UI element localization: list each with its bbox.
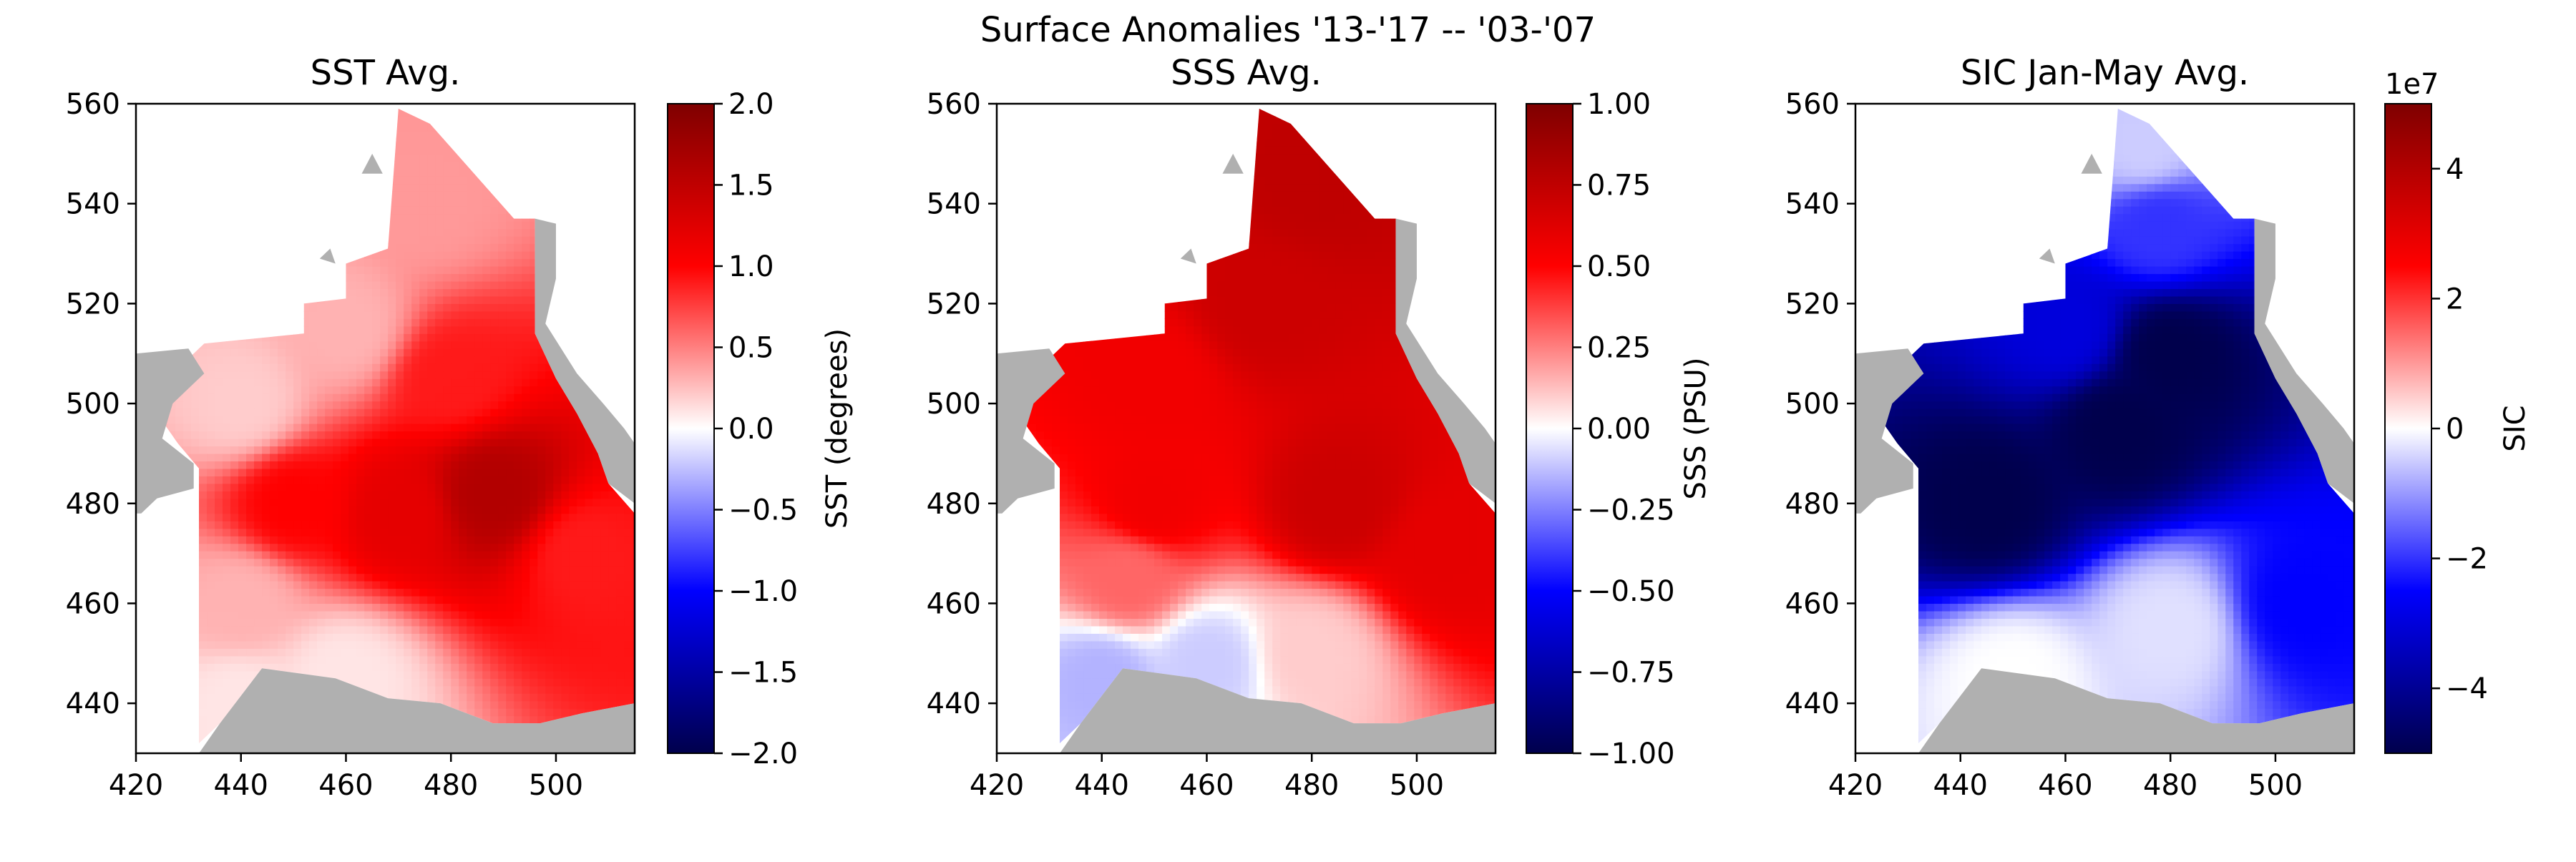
- panel-1: SST Avg. 420 440 460 480 500 440 460 480 500 520 54…: [66, 53, 854, 802]
- x-tick-label: 460: [318, 769, 373, 802]
- colorbar-tick-label: 1.00: [1587, 88, 1651, 121]
- x-tick-label: 480: [1284, 769, 1339, 802]
- x-tick-label: 440: [214, 769, 268, 802]
- x-tick-label: 460: [1179, 769, 1234, 802]
- colorbar-tick-label: −2: [2446, 543, 2488, 576]
- figure-title: Surface Anomalies '13-'17 -- '03-'07: [980, 10, 1596, 50]
- land-mass: [1181, 249, 1196, 264]
- y-tick-label: 440: [927, 687, 981, 720]
- colorbar-tick-label: 2: [2446, 283, 2464, 315]
- y-tick-label: 440: [1785, 687, 1840, 720]
- y-tick-label: 440: [66, 687, 120, 720]
- y-tick-label: 460: [66, 587, 120, 620]
- y-tick-label: 540: [1785, 188, 1840, 221]
- colorbar-label: SIC: [2499, 405, 2532, 451]
- x-tick-label: 460: [2038, 769, 2092, 802]
- y-tick-label: 560: [1785, 88, 1840, 121]
- x-tick-label: 420: [1828, 769, 1883, 802]
- y-tick-label: 480: [1785, 488, 1840, 521]
- y-tick-label: 520: [927, 288, 981, 320]
- y-tick-label: 480: [927, 488, 981, 521]
- land-mass: [361, 154, 382, 174]
- heatmap-field: [1855, 102, 2360, 754]
- colorbar-offset-label: 1e7: [2385, 68, 2439, 101]
- colorbar-tick-label: 0.25: [1587, 332, 1651, 365]
- colorbar-tick-label: −0.5: [728, 494, 798, 527]
- colorbar-tick-label: 2.0: [728, 88, 774, 121]
- y-tick-label: 560: [66, 88, 120, 121]
- y-tick-label: 500: [927, 388, 981, 421]
- colorbar-tick-label: 0.5: [728, 332, 774, 365]
- colorbar-tick-label: −1.00: [1587, 738, 1675, 770]
- colorbar-tick-label: 1.0: [728, 250, 774, 283]
- colorbar-tick-label: −2.0: [728, 738, 798, 770]
- panel-title: SST Avg.: [311, 53, 461, 93]
- heatmap-field: [997, 102, 1501, 754]
- colorbar: [2385, 104, 2431, 753]
- x-tick-label: 480: [424, 769, 478, 802]
- x-tick-label: 480: [2143, 769, 2197, 802]
- colorbar-tick-label: 0.50: [1587, 250, 1651, 283]
- colorbar-tick-label: 0.0: [728, 413, 774, 446]
- colorbar-tick-label: −0.50: [1587, 575, 1675, 608]
- x-tick-label: 420: [109, 769, 163, 802]
- land-mass: [2081, 154, 2102, 174]
- colorbar-tick-label: −4: [2446, 672, 2488, 705]
- y-tick-label: 560: [927, 88, 981, 121]
- y-tick-label: 460: [927, 587, 981, 620]
- land-mass: [1222, 154, 1243, 174]
- x-tick-label: 420: [970, 769, 1024, 802]
- panel-title: SSS Avg.: [1171, 53, 1322, 93]
- land-mass: [2039, 249, 2055, 264]
- panel-title: SIC Jan-May Avg.: [1961, 53, 2249, 93]
- colorbar-tick-label: −1.0: [728, 575, 798, 608]
- colorbar-label: SSS (PSU): [1679, 358, 1712, 500]
- land-mass: [320, 249, 336, 264]
- colorbar: [668, 104, 714, 753]
- colorbar-tick-label: −0.75: [1587, 657, 1675, 690]
- colorbar-tick-label: 1.5: [728, 170, 774, 202]
- y-tick-label: 520: [1785, 288, 1840, 320]
- colorbar-tick-label: 0: [2446, 413, 2464, 446]
- y-tick-label: 500: [1785, 388, 1840, 421]
- y-tick-label: 480: [66, 488, 120, 521]
- y-tick-label: 540: [927, 188, 981, 221]
- colorbar-tick-label: 0.75: [1587, 170, 1651, 202]
- y-tick-label: 500: [66, 388, 120, 421]
- y-tick-label: 540: [66, 188, 120, 221]
- x-tick-label: 500: [529, 769, 583, 802]
- heatmap-field: [136, 102, 640, 754]
- y-tick-label: 520: [66, 288, 120, 320]
- colorbar-tick-label: 0.00: [1587, 413, 1651, 446]
- colorbar-label: SST (degrees): [821, 328, 854, 529]
- x-tick-label: 500: [1390, 769, 1444, 802]
- colorbar-tick-label: 4: [2446, 153, 2464, 186]
- y-tick-label: 460: [1785, 587, 1840, 620]
- colorbar-tick-label: −0.25: [1587, 494, 1675, 527]
- colorbar: [1526, 104, 1573, 753]
- x-tick-label: 440: [1075, 769, 1129, 802]
- panel-2: SSS Avg. 420 440 460 480 500 440 460 480 500 520 54…: [927, 53, 1712, 802]
- colorbar-tick-label: −1.5: [728, 657, 798, 690]
- x-tick-label: 440: [1933, 769, 1988, 802]
- x-tick-label: 500: [2248, 769, 2303, 802]
